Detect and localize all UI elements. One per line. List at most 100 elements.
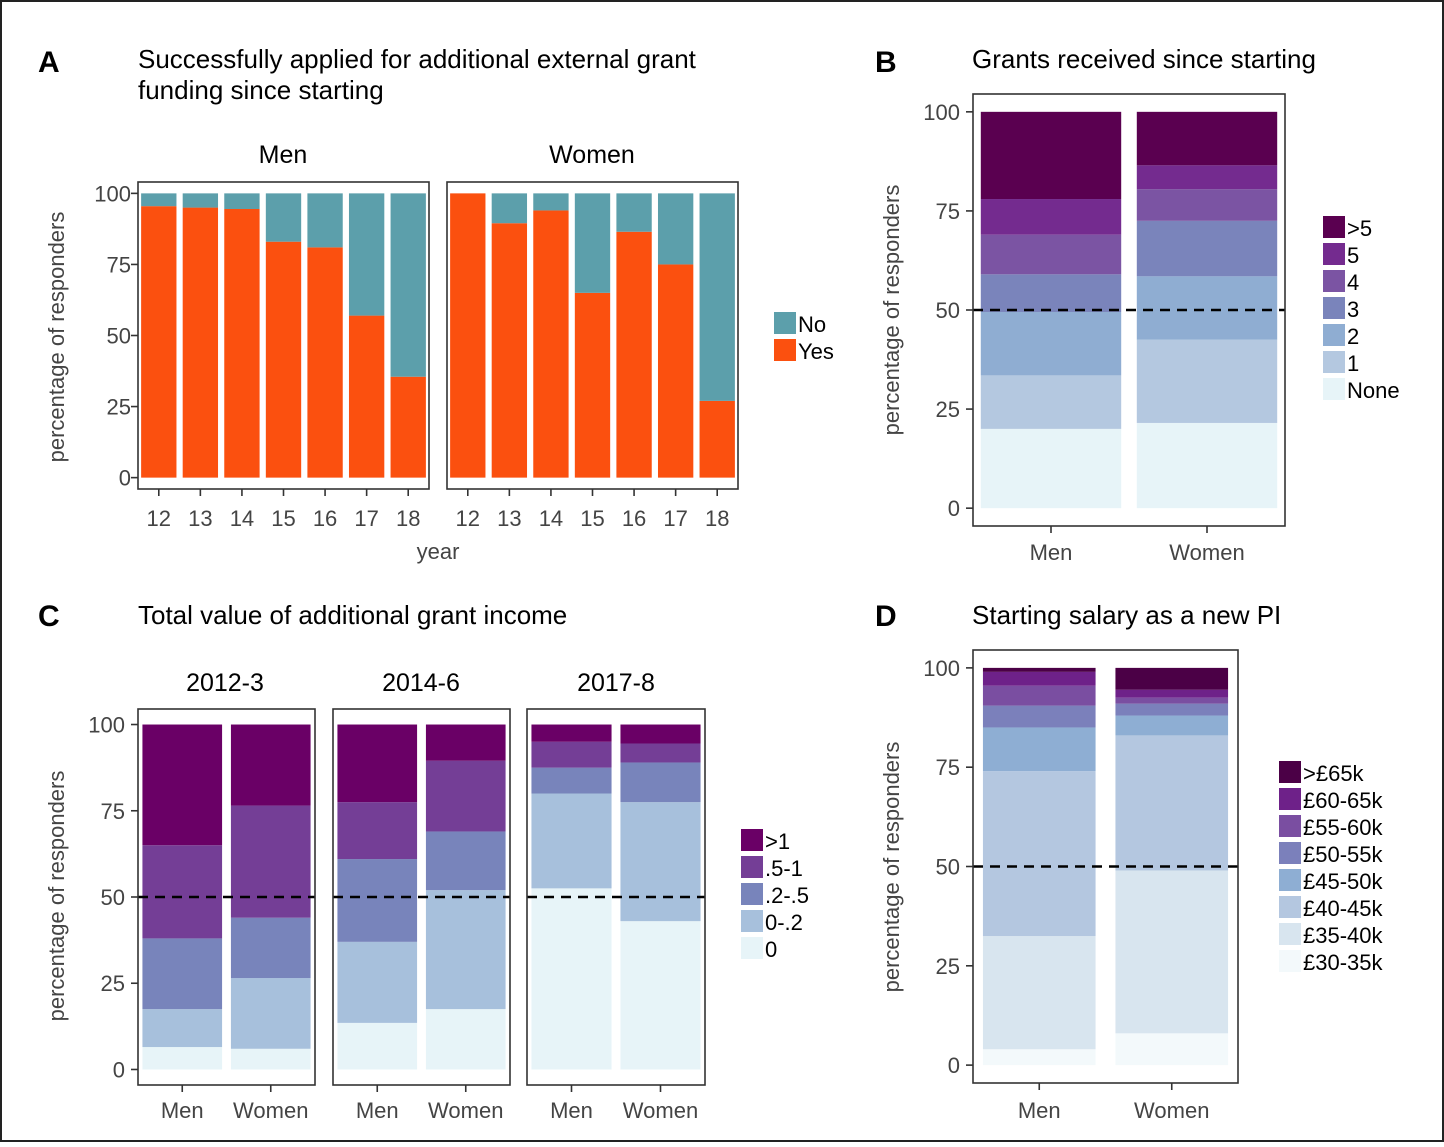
- panel-b-legend-label-5: 5: [1347, 243, 1359, 268]
- panel-b-legend-swatch-5: [1323, 243, 1345, 265]
- panel-c-bar-2012-3-women-p2-p5: [230, 917, 311, 979]
- panel-a: A Successfully applied for additional ex…: [38, 44, 834, 564]
- panel-c-bar-2017-8-men-0-p2: [531, 793, 612, 889]
- panel-b-y-tick-label-0: 0: [948, 496, 960, 521]
- panel-a-y-tick-label-50: 50: [107, 324, 131, 349]
- panel-a-bar-women-17-yes: [657, 264, 694, 478]
- panel-c-title: Total value of additional grant income: [138, 600, 567, 630]
- panel-b-legend-label-3: 3: [1347, 297, 1359, 322]
- panel-b-bar-main-men-3: [980, 274, 1122, 312]
- panel-c-bar-2017-8-women-0: [620, 921, 701, 1070]
- panel-a-x-tick-label-women-13: 13: [497, 506, 521, 531]
- panel-c-legend-swatch-gt1: [741, 829, 763, 851]
- panel-b-bar-main-men-5: [980, 199, 1122, 235]
- panel-d-legend-swatch-gbp60-65k: [1279, 788, 1301, 810]
- panel-c-plot: Men Women Men Women Men Women 0 25 50 75 100: [88, 708, 706, 1123]
- panel-a-bar-men-16-no: [307, 193, 343, 248]
- panel-a-bar-men-17-yes: [348, 315, 385, 478]
- panel-a-legend-label-no: No: [798, 312, 826, 337]
- panel-a-x-tick-label-men-16: 16: [313, 506, 337, 531]
- panel-c-y-tick-label-50: 50: [101, 885, 125, 910]
- panel-b-legend-swatch-1: [1323, 351, 1345, 373]
- panel-d-bar-main-men-gbp35-40k: [982, 936, 1096, 1050]
- panel-b-bar-main-women-2: [1136, 276, 1278, 340]
- panel-d-y-tick-label-25: 25: [936, 954, 960, 979]
- panel-a-title-line-1: Successfully applied for additional exte…: [138, 44, 697, 74]
- panel-b-bar-main-women-5: [1136, 165, 1278, 190]
- panel-a-bar-women-18-yes: [699, 400, 735, 478]
- panel-d-bar-main-women-gbp45-50k: [1115, 715, 1229, 736]
- panel-d-legend-swatch-gbp45-50k: [1279, 869, 1301, 891]
- panel-a-x-tick-label-men-14: 14: [230, 506, 254, 531]
- panel-b-legend-swatch-3: [1323, 297, 1345, 319]
- panel-d-title: Starting salary as a new PI: [972, 600, 1281, 630]
- panel-b-x-tick-label-main-women: Women: [1169, 540, 1244, 565]
- panel-b-y-tick-label-100: 100: [923, 100, 960, 125]
- panel-a-x-axis-title: year: [417, 539, 460, 564]
- panel-b-legend-swatch-4: [1323, 270, 1345, 292]
- panel-b-y-axis-title: percentage of responders: [879, 185, 904, 436]
- panel-d-legend-swatch-gtgbp65k: [1279, 761, 1301, 783]
- panel-c-y-tick-label-100: 100: [88, 713, 125, 738]
- panel-c-bar-2017-8-women-p5-1: [620, 743, 701, 763]
- panel-a-bar-women-17-no: [657, 193, 694, 265]
- panel-b-legend-label-gt5: >5: [1347, 216, 1372, 241]
- panel-c-bar-2012-3-men-p5-1: [142, 845, 223, 939]
- panel-b-bar-main-women-3: [1136, 220, 1278, 277]
- panel-c-x-tick-label-2017-8-men: Men: [550, 1098, 593, 1123]
- panel-b-bar-main-women-gt5: [1136, 111, 1278, 166]
- panel-c-panel-frame-2017-8: [526, 708, 706, 1086]
- panel-letter-b: B: [875, 46, 897, 79]
- panel-a-legend-swatch-no: [774, 312, 796, 334]
- panel-b-x-tick-label-main-men: Men: [1030, 540, 1073, 565]
- panel-a-y-tick-label-75: 75: [107, 252, 131, 277]
- panel-d-bar-main-men-gbp45-50k: [982, 727, 1096, 772]
- panel-c-x-tick-label-2017-8-women: Women: [623, 1098, 698, 1123]
- panel-c-legend: >1.5-1.2-.50-.20: [741, 829, 809, 962]
- panel-d-bar-main-women-gbp35-40k: [1115, 870, 1229, 1034]
- panel-c-bar-2014-6-women-p2-p5: [425, 831, 506, 891]
- panel-c-legend-label-gt1: >1: [765, 829, 790, 854]
- panel-a-y-axis-title: percentage of responders: [44, 212, 69, 463]
- panel-a-x-tick-label-women-18: 18: [705, 506, 729, 531]
- panel-d-legend-label-gbp60-65k: £60-65k: [1303, 788, 1384, 813]
- panel-d: D Starting salary as a new PI Men Women 0 2…: [875, 600, 1384, 1123]
- panel-letter-c: C: [38, 600, 60, 633]
- panel-c-legend-label-0: 0: [765, 937, 777, 962]
- panel-c-bar-2017-8-men-gt1: [531, 724, 612, 742]
- panel-d-y-tick-label-0: 0: [948, 1053, 960, 1078]
- panel-b-legend-swatch-2: [1323, 324, 1345, 346]
- panel-c-legend-label-p5-1: .5-1: [765, 856, 803, 881]
- panel-letter-d: D: [875, 600, 897, 633]
- panel-a-bar-men-13-no: [182, 193, 219, 208]
- panel-a-bar-men-12-no: [141, 193, 177, 207]
- panel-c-facet-label-2012-3: 2012-3: [186, 669, 264, 697]
- panel-d-plot: Men Women 0 25 50 75 100: [923, 649, 1239, 1123]
- panel-c-y-axis-title: percentage of responders: [44, 771, 69, 1022]
- panel-a-y-tick-label-0: 0: [119, 466, 131, 491]
- panel-a-x-tick-label-men-17: 17: [354, 506, 378, 531]
- panel-d-bar-main-women-gbp50-55k: [1115, 703, 1229, 716]
- panel-c-bar-2012-3-men-p2-p5: [142, 938, 223, 1010]
- panel-d-legend-label-gtgbp65k: >£65k: [1303, 761, 1365, 786]
- panel-a-bar-men-14-yes: [224, 209, 260, 478]
- panel-d-legend-swatch-gbp30-35k: [1279, 950, 1301, 972]
- panel-a-x-tick-label-women-15: 15: [580, 506, 604, 531]
- panel-c-bar-2014-6-men-0-p2: [337, 941, 418, 1023]
- panel-d-legend-swatch-gbp35-40k: [1279, 923, 1301, 945]
- panel-a-bar-men-13-yes: [182, 207, 219, 478]
- panel-b-title: Grants received since starting: [972, 44, 1316, 74]
- panel-a-bar-men-12-yes: [141, 206, 177, 478]
- panel-b-bar-main-men-1: [980, 375, 1122, 429]
- panel-c-bar-2017-8-women-0-p2: [620, 802, 701, 922]
- panel-c-facet-label-2014-6: 2014-6: [382, 669, 460, 697]
- panel-a-x-tick-label-women-17: 17: [663, 506, 687, 531]
- panel-a-bar-men-14-no: [224, 193, 260, 209]
- panel-c-legend-swatch-0-p2: [741, 910, 763, 932]
- panel-c-y-tick-label-25: 25: [101, 971, 125, 996]
- panel-c-bar-2014-6-women-0-p2: [425, 890, 506, 1010]
- panel-a-bar-men-17-no: [348, 193, 385, 316]
